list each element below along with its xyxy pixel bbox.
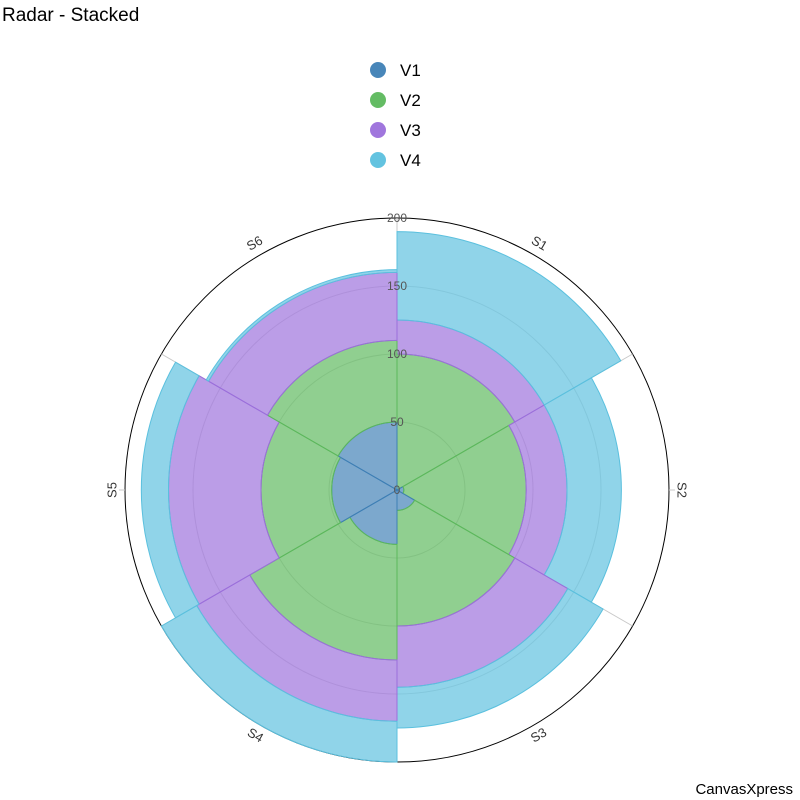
chart-title: Radar - Stacked — [2, 5, 140, 26]
legend-label-v2: V2 — [400, 91, 421, 110]
radial-tick-label: 200 — [387, 211, 407, 225]
legend-label-v4: V4 — [400, 151, 421, 170]
radial-tick-label: 50 — [390, 415, 404, 429]
radial-tick-label: 100 — [387, 347, 407, 361]
sector-v4-s5 — [140, 361, 200, 619]
credit-label: CanvasXpress — [695, 781, 793, 798]
legend-label-v3: V3 — [400, 121, 421, 140]
category-label-s3: S3 — [528, 725, 549, 746]
sector-v4-s4 — [160, 604, 398, 763]
category-label-s6: S6 — [244, 233, 265, 254]
sector-v4-s6 — [205, 269, 398, 382]
category-label-s4: S4 — [245, 725, 266, 746]
legend-swatch-v4 — [370, 152, 386, 168]
category-label-s1: S1 — [529, 233, 550, 254]
legend-swatch-v1 — [370, 62, 386, 78]
category-label-s2: S2 — [675, 482, 690, 498]
sector-v4-s1 — [396, 231, 622, 406]
radial-tick-label: 0 — [394, 483, 401, 497]
category-label-s5: S5 — [104, 482, 119, 498]
legend-swatch-v2 — [370, 92, 386, 108]
legend-swatch-v3 — [370, 122, 386, 138]
legend-label-v1: V1 — [400, 61, 421, 80]
radial-tick-label: 150 — [387, 279, 407, 293]
